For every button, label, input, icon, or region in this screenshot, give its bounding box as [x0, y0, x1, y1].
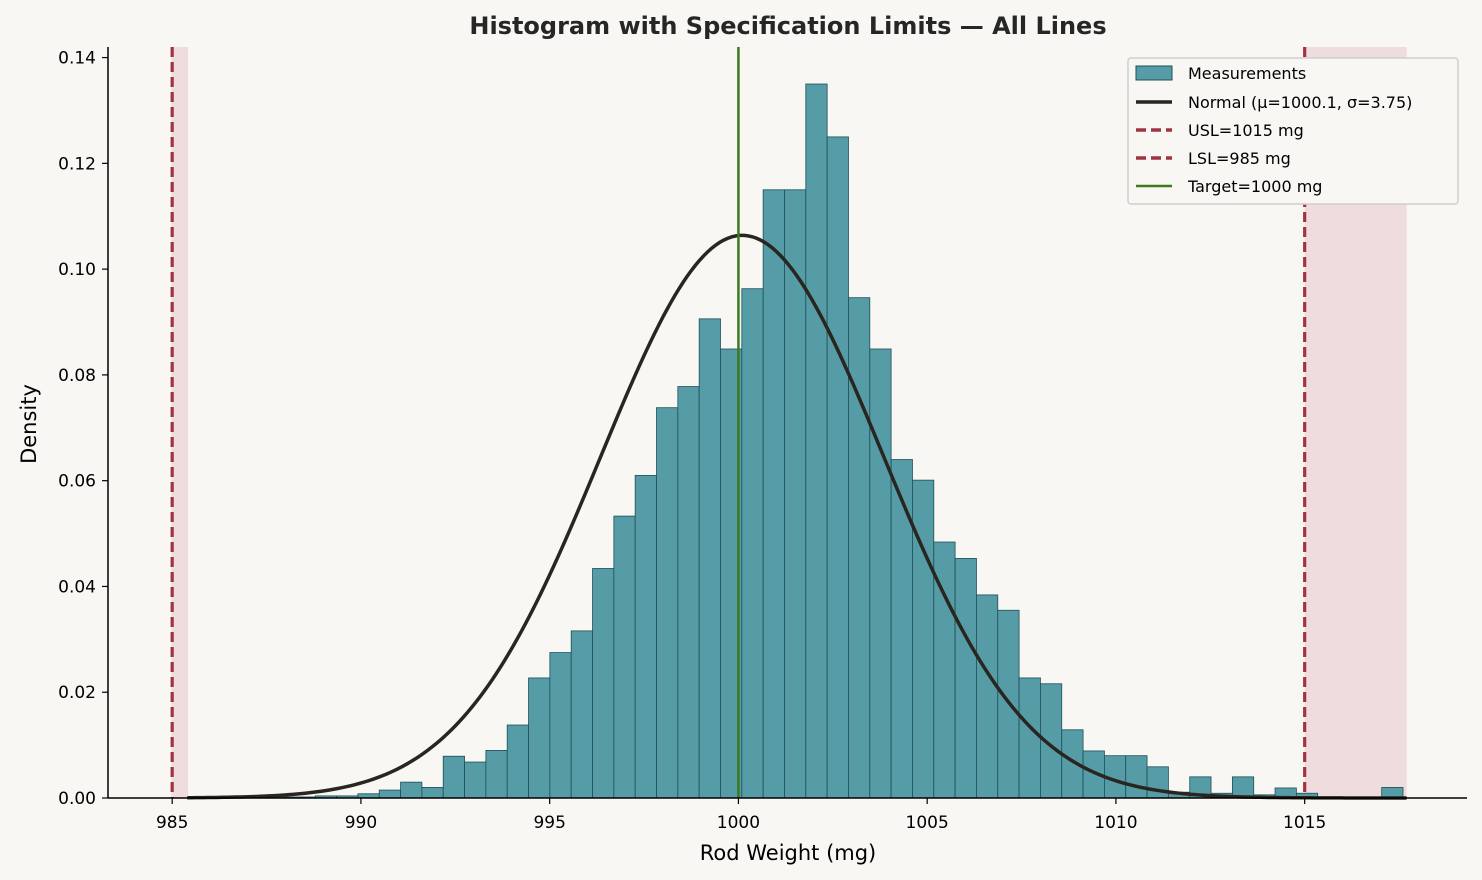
histogram-bar — [442, 755, 465, 799]
histogram-bar — [634, 474, 657, 799]
histogram-bar — [869, 348, 892, 799]
y-tick-label: 0.12 — [58, 154, 96, 174]
y-axis-ticks: 0.00 0.02 0.04 0.06 0.08 0.10 0.12 0.14 — [58, 49, 108, 809]
histogram-bar — [400, 781, 423, 799]
y-axis-label: Density — [17, 384, 41, 464]
histogram-bar — [421, 787, 444, 799]
histogram-bar — [1125, 755, 1148, 799]
histogram-bar — [698, 318, 721, 799]
histogram-bar — [528, 677, 551, 799]
histogram-bar — [592, 568, 615, 799]
histogram-bar — [784, 189, 807, 799]
histogram-bar — [762, 189, 785, 799]
axes: 985 990 995 1000 1005 1010 1015 0.000.020.040.… — [58, 47, 1467, 833]
y-tick-label: 0.08 — [58, 366, 96, 386]
legend-label-target: Target=1000 mg — [1187, 177, 1322, 196]
x-tick-label: 985 — [156, 813, 188, 833]
histogram-bars — [272, 83, 1404, 799]
legend-box — [1127, 57, 1459, 205]
histogram-bar — [848, 297, 871, 799]
normal-curve-line — [187, 233, 1407, 800]
x-axis-label: Rod Weight (mg) — [700, 841, 877, 865]
y-tick-label: 0.04 — [58, 577, 96, 597]
histogram-bar — [485, 750, 508, 799]
histogram-bar — [741, 288, 764, 799]
histogram-bar — [1146, 766, 1169, 799]
x-axis-ticks: 985 990 995 1000 1005 1010 1015 — [156, 798, 1326, 833]
y-tick-label: 0.10 — [58, 260, 96, 280]
histogram-bar — [976, 594, 999, 799]
x-tick-label: 990 — [345, 813, 377, 833]
histogram-bar — [378, 789, 401, 799]
legend-swatch-measurements — [1135, 65, 1173, 81]
histogram-bar — [506, 724, 529, 799]
histogram-bar — [912, 479, 935, 799]
histogram-bar — [613, 515, 636, 799]
histogram-bar — [464, 761, 487, 799]
y-tick-label: 0.14 — [58, 49, 96, 69]
x-tick-label: 1015 — [1283, 813, 1326, 833]
x-tick-label: 1000 — [717, 813, 760, 833]
histogram-bar — [954, 558, 977, 799]
histogram-bar — [677, 386, 700, 799]
x-tick-label: 1010 — [1094, 813, 1137, 833]
histogram-bar — [656, 407, 679, 799]
legend-label-lsl: LSL=985 mg — [1188, 149, 1291, 168]
histogram-bar — [570, 630, 593, 799]
legend-label-usl: USL=1015 mg — [1188, 121, 1304, 140]
legend-label-normal: Normal (μ=1000.1, σ=3.75) — [1188, 93, 1412, 112]
histogram-bar — [549, 652, 572, 799]
histogram-bar — [1018, 677, 1041, 799]
histogram-bar — [826, 136, 849, 799]
chart-title: Histogram with Specification Limits — Al… — [469, 12, 1106, 40]
legend: Measurements Normal (μ=1000.1, σ=3.75) U… — [1127, 57, 1459, 205]
x-tick-label: 995 — [533, 813, 565, 833]
legend-label-measurements: Measurements — [1188, 64, 1306, 83]
x-tick-label: 1005 — [906, 813, 949, 833]
histogram-bar — [805, 83, 828, 799]
out-of-spec-band-0 — [171, 47, 189, 798]
histogram-bar — [890, 459, 913, 799]
histogram-bar — [1231, 776, 1255, 799]
y-tick-label: 0.06 — [58, 472, 96, 492]
y-tick-label: 0.00 — [58, 789, 96, 809]
y-tick-label: 0.02 — [58, 683, 96, 703]
